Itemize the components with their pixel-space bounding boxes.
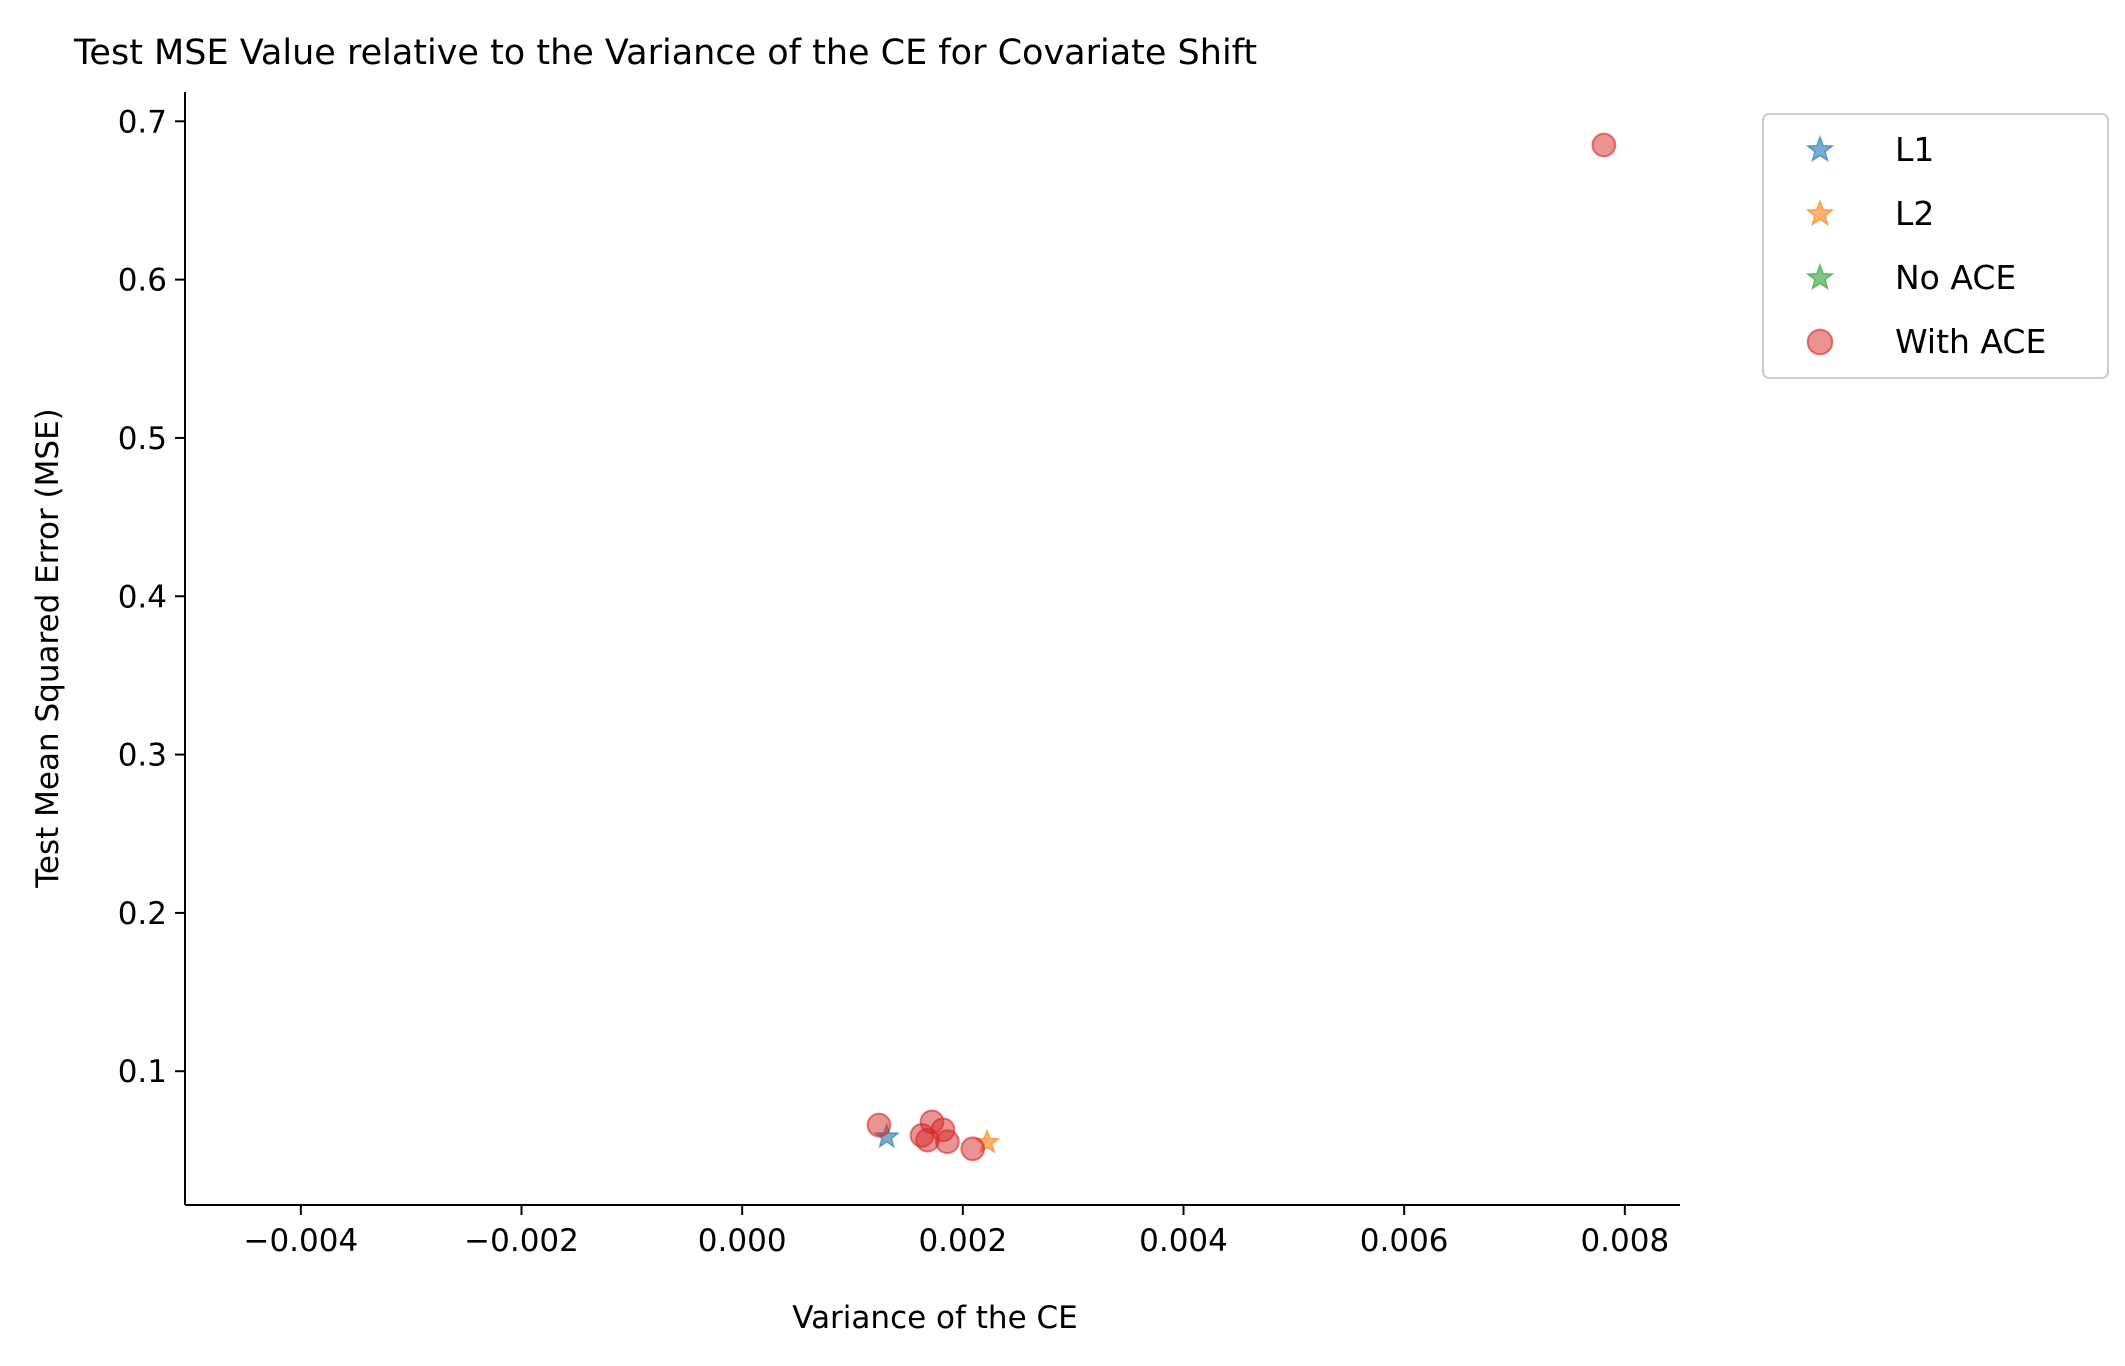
x-tick-label: 0.002 [918, 1223, 1007, 1259]
x-axis: −0.004 −0.002 0.000 0.002 0.004 0.006 0.008 [185, 1204, 1680, 1259]
chart-title: Test MSE Value relative to the Variance … [73, 33, 1257, 73]
y-axis-label: Test Mean Squared Error (MSE) [30, 408, 66, 889]
x-tick-label: 0.008 [1580, 1223, 1669, 1259]
legend-label-l1: L1 [1895, 130, 1934, 169]
legend-marker-l1 [1805, 134, 1835, 163]
x-tick-label: −0.004 [243, 1223, 358, 1259]
legend: L1 L2 No ACE With ACE [1762, 113, 2109, 379]
data-point-with-ace [866, 1112, 892, 1138]
legend-marker-l2 [1805, 198, 1835, 227]
y-tick-label: 0.3 [118, 738, 167, 774]
x-axis-label: Variance of the CE [792, 1300, 1077, 1336]
x-tick-label: 0.000 [698, 1223, 787, 1259]
plot-area [866, 132, 1617, 1162]
legend-marker-no-ace [1805, 262, 1835, 291]
x-tick-label: 0.004 [1139, 1223, 1228, 1259]
legend-label-with-ace: With ACE [1895, 322, 2046, 361]
y-tick-label: 0.7 [118, 104, 167, 140]
y-tick-label: 0.6 [118, 263, 167, 299]
y-tick-label: 0.5 [118, 421, 167, 457]
legend-label-l2: L2 [1895, 194, 1934, 233]
data-point-with-ace [1591, 132, 1617, 158]
data-point-with-ace [934, 1129, 960, 1155]
x-tick-label: −0.002 [464, 1223, 579, 1259]
legend-frame [1762, 113, 2109, 379]
legend-label-no-ace: No ACE [1895, 258, 2016, 297]
data-point-with-ace [960, 1136, 986, 1162]
y-tick-label: 0.4 [118, 579, 167, 615]
y-tick-label: 0.2 [118, 896, 167, 932]
y-tick-label: 0.1 [118, 1054, 167, 1090]
x-tick-label: 0.006 [1360, 1223, 1449, 1259]
legend-marker-with-ace [1806, 328, 1834, 356]
y-axis: 0.1 0.2 0.3 0.4 0.5 0.6 0.7 [118, 92, 186, 1205]
